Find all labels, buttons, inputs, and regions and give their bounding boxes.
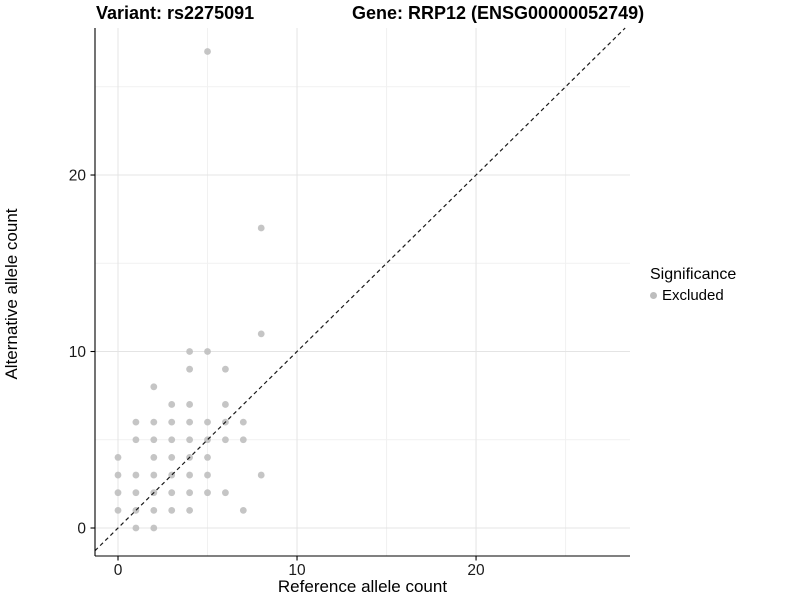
x-axis-title: Reference allele count	[277, 577, 448, 596]
data-point	[186, 401, 194, 408]
data-point	[186, 436, 194, 444]
data-point	[186, 348, 194, 355]
legend-item-label: Excluded	[662, 287, 724, 304]
data-point	[204, 489, 211, 497]
data-point	[239, 436, 247, 444]
identity-line	[94, 27, 626, 552]
data-point	[168, 489, 176, 497]
y-tick-label: 20	[69, 168, 87, 185]
data-point	[222, 401, 229, 408]
excluded-point-icon	[650, 292, 657, 299]
data-point	[150, 454, 158, 461]
data-point	[204, 454, 211, 461]
y-axis-title: Alternative allele count	[2, 208, 21, 380]
data-point	[150, 524, 158, 532]
data-point	[186, 418, 194, 426]
data-point	[132, 418, 140, 426]
y-tick-label: 0	[77, 521, 86, 538]
x-tick-label: 10	[288, 562, 306, 579]
y-tick-label: 10	[69, 344, 87, 361]
data-point	[222, 436, 229, 444]
data-point	[186, 489, 194, 497]
legend-title: Significance	[650, 266, 737, 283]
legend: Significance Excluded	[650, 266, 736, 304]
data-point	[186, 471, 194, 479]
data-point	[132, 489, 140, 497]
legend-item-excluded: Excluded	[650, 287, 736, 304]
data-point	[168, 418, 176, 426]
data-point	[168, 401, 176, 408]
data-point	[114, 454, 122, 461]
data-point	[168, 436, 176, 444]
data-point	[114, 506, 122, 514]
data-point	[239, 418, 247, 426]
data-point	[150, 383, 158, 391]
data-point	[204, 48, 211, 55]
data-point	[239, 506, 247, 514]
data-point	[257, 224, 265, 232]
data-point	[114, 489, 122, 497]
data-point	[257, 471, 265, 479]
variant-title: Variant: rs2275091	[96, 3, 255, 23]
data-point	[150, 506, 158, 514]
data-point	[257, 330, 265, 338]
data-point	[132, 471, 140, 479]
x-tick-label: 20	[467, 562, 485, 579]
data-point	[114, 471, 122, 479]
data-point	[222, 489, 229, 497]
data-point	[132, 524, 140, 532]
data-point	[168, 454, 176, 461]
gene-title: Gene: RRP12 (ENSG00000052749)	[352, 3, 645, 23]
data-point	[150, 418, 158, 426]
data-point	[204, 471, 211, 479]
data-point	[222, 365, 229, 373]
data-point	[132, 436, 140, 444]
data-point	[186, 506, 194, 514]
data-point	[150, 471, 158, 479]
x-tick-label: 0	[114, 562, 123, 579]
data-point	[168, 506, 176, 514]
data-point	[150, 436, 158, 444]
data-point	[186, 365, 194, 373]
data-point	[204, 348, 211, 355]
data-point	[204, 418, 211, 426]
